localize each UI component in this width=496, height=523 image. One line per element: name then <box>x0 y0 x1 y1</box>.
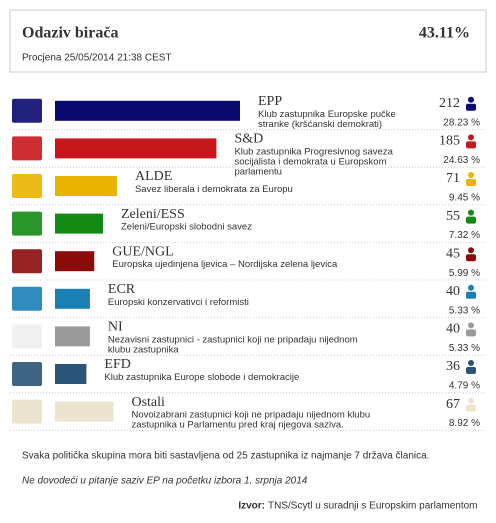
seat-icon <box>468 96 474 103</box>
seat-icon <box>466 216 476 224</box>
party-description: Savez liberala i demokrata za Europu <box>135 184 293 195</box>
bar <box>55 364 87 384</box>
seat-icon <box>468 247 474 254</box>
seat-icon <box>466 103 476 111</box>
share: 8.92 % <box>449 418 480 429</box>
party-logo <box>12 399 42 424</box>
seat-icon <box>468 209 474 216</box>
party-logo <box>12 249 42 274</box>
share: 7.32 % <box>449 230 480 241</box>
party-name: GUE/NGL <box>112 244 173 259</box>
seats: 55 <box>446 209 460 224</box>
seat-icon <box>466 404 476 412</box>
seat-icon <box>466 367 476 374</box>
party-logo <box>12 286 42 311</box>
share: 4.79 % <box>449 381 480 392</box>
seat-icon <box>468 360 474 366</box>
party-logo <box>12 136 42 161</box>
seat-icon <box>468 397 474 404</box>
seat-icon <box>466 179 476 186</box>
source-label: Izvor: <box>238 501 265 512</box>
bar <box>55 176 117 196</box>
seat-icon <box>468 172 474 178</box>
seat-icon <box>468 322 474 329</box>
share: 5.99 % <box>449 268 480 279</box>
bar <box>55 288 90 309</box>
party-description: Zeleni/Europski slobodni savez <box>121 221 252 232</box>
share: 5.33 % <box>449 343 480 354</box>
seats: 36 <box>446 359 460 374</box>
party-logo <box>12 98 42 123</box>
party-name: NI <box>108 320 123 335</box>
seats: 45 <box>446 246 460 261</box>
seat-icon <box>468 284 474 291</box>
share: 5.33 % <box>449 305 480 316</box>
bar <box>55 401 114 422</box>
share: 28.23 % <box>443 117 480 128</box>
party-logo <box>12 324 42 349</box>
share: 24.63 % <box>443 155 480 166</box>
party-description: Europski konzervativci i reformisti <box>108 296 249 307</box>
bar <box>55 100 240 121</box>
note: Ne dovodeći u pitanje saziv EP na početk… <box>22 476 308 487</box>
seat-icon <box>466 141 476 149</box>
party-description: Novoizabrani zastupnici koji ne pripadaj… <box>131 409 370 430</box>
seats: 40 <box>446 284 460 299</box>
subtitle: Procjena 25/05/2014 21:38 CEST <box>22 53 172 64</box>
seats: 71 <box>446 171 460 186</box>
note: Svaka politička skupina mora biti sastav… <box>22 451 429 462</box>
seat-icon <box>468 134 474 141</box>
party-logo <box>12 362 42 386</box>
party-name: Ostali <box>131 395 165 410</box>
seats: 185 <box>439 134 460 149</box>
seat-icon <box>466 254 476 262</box>
seats: 67 <box>446 397 460 412</box>
bar <box>55 251 95 272</box>
party-name: ECR <box>108 282 136 297</box>
header-box <box>9 9 487 73</box>
party-name: EFD <box>104 357 130 372</box>
party-logo <box>12 174 42 198</box>
seat-icon <box>466 329 476 337</box>
party-name: ALDE <box>135 169 172 184</box>
share: 9.45 % <box>449 193 480 204</box>
title: Odaziv birača <box>22 25 118 42</box>
party-description: Klub zastupnika Progresivnog saveza socij… <box>234 146 393 177</box>
bar <box>55 138 217 159</box>
party-description: Klub zastupnika Europske pučke stranke (k… <box>258 108 396 129</box>
party-name: Zeleni/ESS <box>121 207 185 222</box>
party-description: Europska ujedinjena ljevica – Nordijska … <box>112 259 338 270</box>
turnout: 43.11% <box>419 25 470 42</box>
bar <box>55 213 103 234</box>
source: TNS/Scytl u suradnji s Europskim parlame… <box>268 501 478 512</box>
seats: 212 <box>439 96 460 111</box>
bar <box>55 326 90 347</box>
party-description: Nezavisni zastupnici - zastupnici koji n… <box>108 334 358 355</box>
party-description: Klub zastupnika Europe slobode i demokra… <box>104 372 299 383</box>
party-name: S&D <box>234 132 263 147</box>
party-name: EPP <box>258 94 282 109</box>
party-logo <box>12 211 42 236</box>
seats: 40 <box>446 322 460 337</box>
seat-icon <box>466 291 476 299</box>
